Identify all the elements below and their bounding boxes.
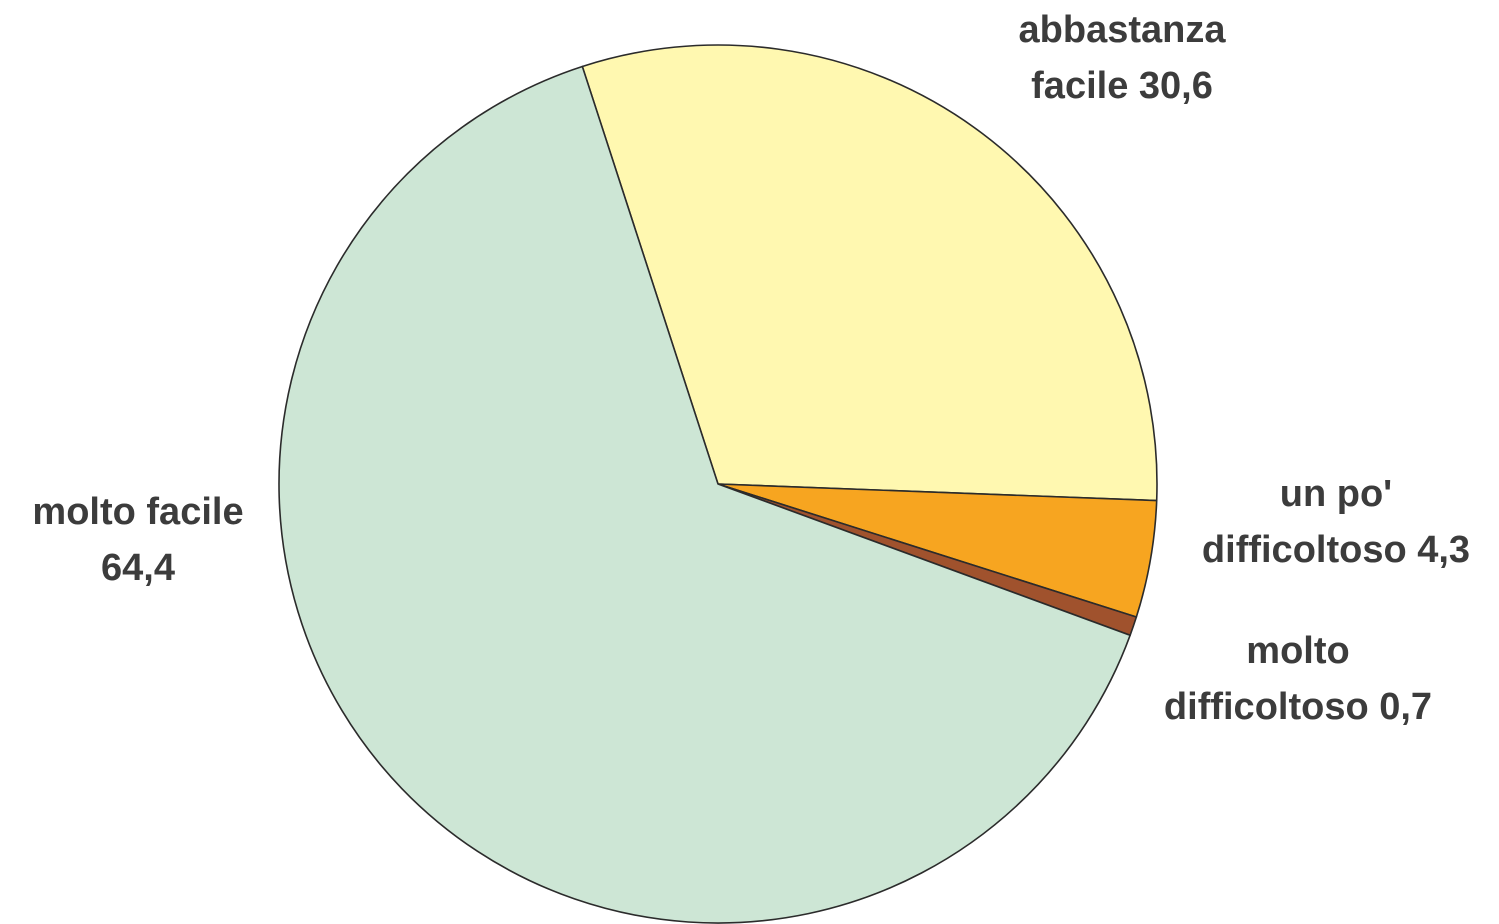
slice-label-line: molto [1246,630,1349,672]
slice-label-line: facile 30,6 [1031,65,1213,107]
slice-label-line: difficoltoso 4,3 [1202,529,1470,571]
pie-slices [278,44,1158,924]
slice-label-line: molto facile [32,491,243,533]
slice-label-line: un po' [1280,473,1392,515]
pie-slice-molto-facile [278,65,1131,924]
slice-label-un-po-difficoltoso: un po' difficoltoso 4,3 [1202,473,1470,571]
slice-label-line: difficoltoso 0,7 [1164,686,1432,728]
pie-labels: abbastanza facile 30,6 un po' difficoltoso … [32,9,1470,728]
slice-label-molto-difficoltoso: molto difficoltoso 0,7 [1164,630,1432,728]
pie-slice-abbastanza-facile [581,44,1158,502]
slice-label-line: 64,4 [101,547,175,589]
slice-label-molto-facile: molto facile 64,4 [32,491,243,589]
slice-label-line: abbastanza [1019,9,1227,51]
slice-label-abbastanza-facile: abbastanza facile 30,6 [1019,9,1227,107]
